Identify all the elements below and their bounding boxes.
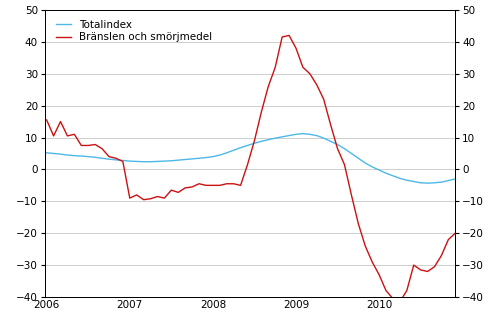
Bränslen och smörjmedel <box>404 289 410 293</box>
Line: Bränslen och smörjmedel: Bränslen och smörjmedel <box>46 35 500 302</box>
Totalindex <box>78 154 84 158</box>
Totalindex <box>44 151 50 155</box>
Legend: Totalindex, Bränslen och smörjmedel: Totalindex, Bränslen och smörjmedel <box>54 18 214 44</box>
Totalindex <box>162 159 168 163</box>
Line: Totalindex: Totalindex <box>46 134 500 183</box>
Bränslen och smörjmedel <box>44 118 50 122</box>
Totalindex <box>300 132 306 136</box>
Bränslen och smörjmedel <box>356 222 362 226</box>
Bränslen och smörjmedel <box>397 300 403 304</box>
Totalindex <box>424 181 430 185</box>
Bränslen och smörjmedel <box>286 33 292 37</box>
Totalindex <box>390 174 396 178</box>
Totalindex <box>466 174 472 178</box>
Bränslen och smörjmedel <box>466 234 472 238</box>
Totalindex <box>127 159 133 163</box>
